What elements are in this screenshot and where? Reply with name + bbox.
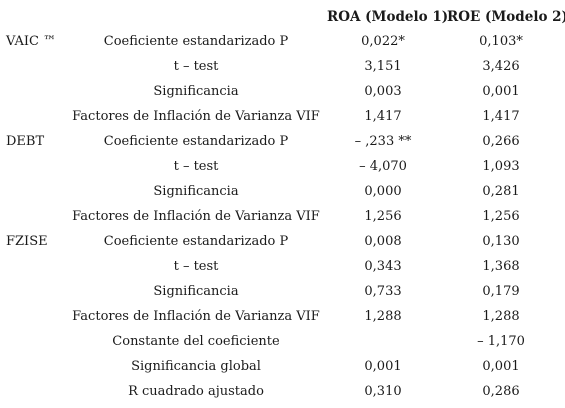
row-label: Significancia bbox=[153, 184, 239, 199]
row-label: t – test bbox=[173, 259, 219, 274]
table-row: Factores de Inflación de Varianza VIF 1,… bbox=[0, 109, 565, 131]
column-header-roa: ROA (Modelo 1) bbox=[327, 9, 449, 25]
row-label: Significancia bbox=[153, 84, 239, 99]
roe-value: 1,256 bbox=[482, 209, 520, 224]
table-row: DEBT Coeficiente estandarizado P – ,233 … bbox=[0, 134, 565, 156]
group-label: VAIC ™ bbox=[6, 34, 57, 49]
table-row: Factores de Inflación de Varianza VIF 1,… bbox=[0, 309, 565, 331]
row-label: t – test bbox=[173, 159, 219, 174]
column-header-roe: ROE (Modelo 2) bbox=[447, 9, 565, 25]
roa-value: 1,417 bbox=[364, 109, 402, 124]
roa-value: 0,008 bbox=[364, 234, 402, 249]
roa-value: 0,343 bbox=[364, 259, 402, 274]
roa-value: 0,003 bbox=[364, 84, 402, 99]
row-label: Coeficiente estandarizado P bbox=[103, 234, 289, 249]
table-row: R cuadrado ajustado 0,310 0,286 bbox=[0, 384, 565, 406]
roa-value: – ,233 ** bbox=[354, 134, 412, 149]
roe-value: 1,093 bbox=[482, 159, 520, 174]
table-row: VAIC ™ Coeficiente estandarizado P 0,022… bbox=[0, 34, 565, 56]
roa-value: 0,001 bbox=[364, 359, 402, 374]
roa-value: 0,000 bbox=[364, 184, 402, 199]
roa-value: 0,733 bbox=[364, 284, 402, 299]
roa-value: 0,310 bbox=[364, 384, 402, 399]
row-label: Significancia global bbox=[131, 359, 261, 374]
row-label: Factores de Inflación de Varianza VIF bbox=[72, 309, 320, 324]
roe-value: 0,001 bbox=[482, 84, 520, 99]
group-label: DEBT bbox=[6, 134, 45, 149]
roe-value: 0,103* bbox=[479, 34, 523, 49]
row-label: Coeficiente estandarizado P bbox=[103, 134, 289, 149]
table-row: t – test 3,151 3,426 bbox=[0, 59, 565, 81]
roa-value: 1,256 bbox=[364, 209, 402, 224]
row-label: R cuadrado ajustado bbox=[128, 384, 264, 399]
row-label: Factores de Inflación de Varianza VIF bbox=[72, 109, 320, 124]
table-row: Constante del coeficiente – 1,170 bbox=[0, 334, 565, 356]
table-row: Significancia global 0,001 0,001 bbox=[0, 359, 565, 381]
roe-value: 0,130 bbox=[482, 234, 520, 249]
roe-value: 3,426 bbox=[482, 59, 520, 74]
table-row: FZISE Coeficiente estandarizado P 0,008 … bbox=[0, 234, 565, 256]
roe-value: 0,286 bbox=[482, 384, 520, 399]
table-row: Significancia 0,003 0,001 bbox=[0, 84, 565, 106]
roe-value: – 1,170 bbox=[477, 334, 525, 349]
row-label: t – test bbox=[173, 59, 219, 74]
table-row: Significancia 0,733 0,179 bbox=[0, 284, 565, 306]
roe-value: 1,417 bbox=[482, 109, 520, 124]
roa-value: 3,151 bbox=[364, 59, 402, 74]
row-label: Significancia bbox=[153, 284, 239, 299]
roe-value: 1,288 bbox=[482, 309, 520, 324]
roe-value: 0,266 bbox=[482, 134, 520, 149]
row-label: Coeficiente estandarizado P bbox=[103, 34, 289, 49]
roe-value: 1,368 bbox=[482, 259, 520, 274]
table-row: t – test 0,343 1,368 bbox=[0, 259, 565, 281]
roe-value: 0,179 bbox=[482, 284, 520, 299]
row-label: Factores de Inflación de Varianza VIF bbox=[72, 209, 320, 224]
roe-value: 0,001 bbox=[482, 359, 520, 374]
row-label: Constante del coeficiente bbox=[112, 334, 280, 349]
table-row: Factores de Inflación de Varianza VIF 1,… bbox=[0, 209, 565, 231]
roa-value: – 4,070 bbox=[359, 159, 407, 174]
roa-value: 0,022* bbox=[361, 34, 405, 49]
group-label: FZISE bbox=[6, 234, 48, 249]
roe-value: 0,281 bbox=[482, 184, 520, 199]
table-row: t – test – 4,070 1,093 bbox=[0, 159, 565, 181]
table-row: Significancia 0,000 0,281 bbox=[0, 184, 565, 206]
roa-value: 1,288 bbox=[364, 309, 402, 324]
